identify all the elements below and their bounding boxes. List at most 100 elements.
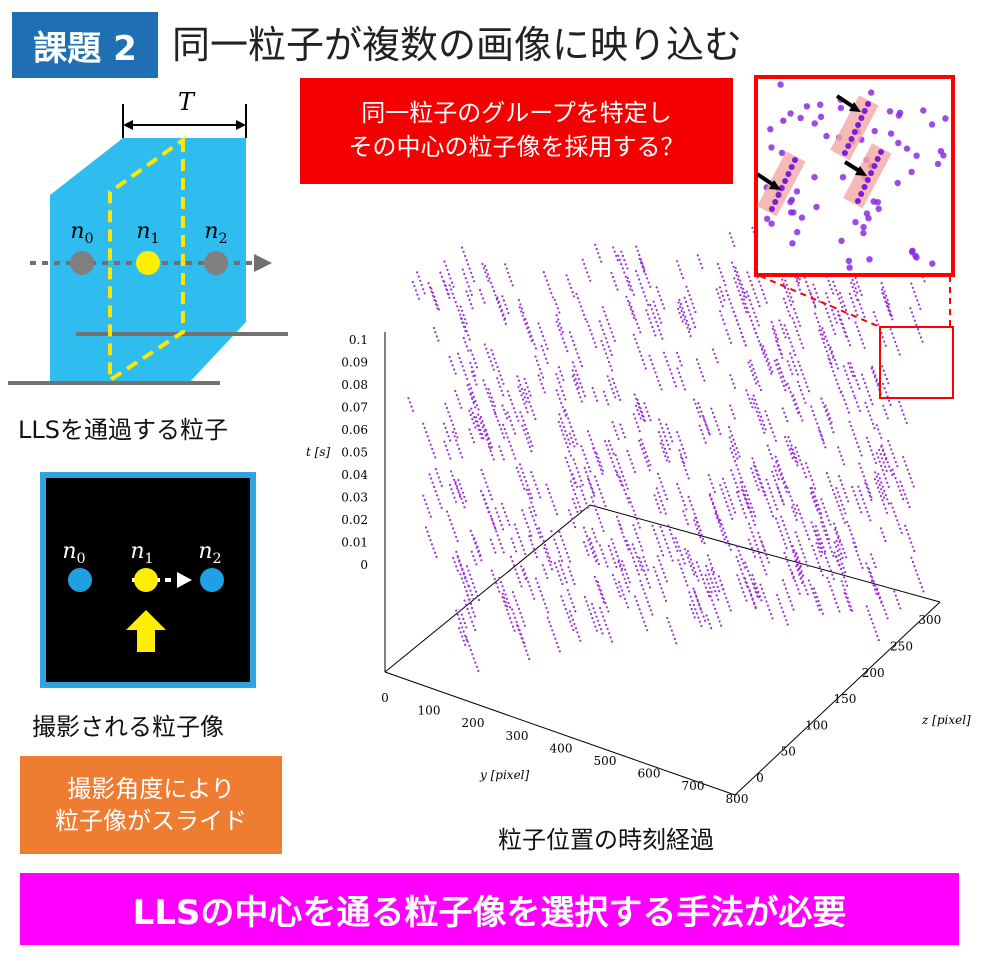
scatter-point <box>751 598 754 601</box>
particle-n0 <box>70 251 94 275</box>
scatter-point <box>919 336 923 339</box>
scatter-point <box>838 297 841 300</box>
scatter-point <box>829 585 832 588</box>
scatter-point <box>839 301 842 304</box>
scatter-point <box>818 550 821 553</box>
scatter-point <box>524 572 527 575</box>
scatter-point <box>884 539 887 543</box>
scatter-point <box>636 274 639 277</box>
scatter-point <box>555 389 558 392</box>
scatter-point <box>466 281 469 284</box>
scatter-point <box>883 452 886 455</box>
t-tick-label: 0.01 <box>341 536 368 550</box>
scatter-point <box>550 568 554 571</box>
scatter-point <box>774 503 777 506</box>
red-callout-line1: 同一粒子のグループを特定し <box>361 99 672 128</box>
scatter-point <box>805 475 808 479</box>
scatter-point <box>874 374 877 377</box>
scatter-point <box>718 620 721 623</box>
scatter-point <box>505 307 508 310</box>
scatter-point <box>717 292 720 295</box>
scatter-point <box>599 468 603 471</box>
scatter-point <box>858 409 861 412</box>
scatter-point <box>611 421 614 424</box>
red-callout-line2: その中心の粒子像を採用する？ <box>348 133 685 161</box>
scatter-point <box>831 573 834 576</box>
scatter-point <box>748 397 751 400</box>
scatter-point <box>517 625 520 628</box>
scatter-point <box>707 431 710 434</box>
scatter-point <box>749 511 752 514</box>
scatter-point <box>574 481 577 484</box>
scatter-point <box>462 250 465 253</box>
scatter-point <box>444 444 447 447</box>
scatter-point <box>502 600 506 603</box>
scatter-point <box>791 506 794 509</box>
scatter-point <box>458 617 461 621</box>
scatter-point <box>821 337 824 340</box>
scatter-point <box>565 581 568 584</box>
scatter-point <box>465 636 468 639</box>
scatter-point <box>459 609 462 612</box>
scatter-point <box>548 287 551 290</box>
scatter-point <box>817 533 821 536</box>
scatter-point <box>788 386 791 389</box>
scatter-point <box>803 556 806 559</box>
inset-point <box>870 198 877 205</box>
scatter-point <box>474 661 477 664</box>
scatter-point <box>745 296 748 299</box>
scatter-point <box>680 272 683 275</box>
scatter-point <box>818 329 821 332</box>
scatter-point <box>736 457 739 460</box>
scatter-point <box>876 587 879 591</box>
scatter-point <box>794 446 797 449</box>
scatter-point <box>811 479 814 482</box>
scatter-point <box>678 311 681 315</box>
scatter-point <box>629 501 632 504</box>
scatter-point <box>819 333 822 336</box>
scatter-point <box>870 618 873 621</box>
t-tick-label: 0.03 <box>341 491 368 505</box>
scatter-point <box>545 357 548 360</box>
scatter-point <box>843 588 846 591</box>
scatter-point <box>898 489 902 492</box>
scatter-point <box>721 305 724 308</box>
scatter-point <box>471 391 474 394</box>
scatter-point <box>712 348 715 351</box>
scatter-point <box>690 504 693 507</box>
scatter-point <box>601 593 604 596</box>
scatter-point <box>508 606 512 609</box>
scatter-point <box>644 624 647 628</box>
scatter-point <box>611 387 614 390</box>
scatter-point <box>528 657 531 661</box>
scatter-point <box>890 502 893 505</box>
scatter-point <box>692 508 695 511</box>
scatter-point <box>759 388 763 392</box>
scatter-point <box>697 616 700 619</box>
scatter-point <box>526 653 529 656</box>
scatter-point <box>712 603 715 606</box>
scatter-point <box>521 569 524 572</box>
scatter-point <box>661 567 664 570</box>
scatter-point <box>593 611 597 614</box>
scatter-point <box>740 586 744 590</box>
scatter-point <box>674 385 678 388</box>
scatter-point <box>517 299 521 302</box>
scatter-point <box>688 560 691 563</box>
inset-group-point <box>878 149 884 155</box>
scatter-point <box>857 445 860 449</box>
scatter-point <box>638 608 641 611</box>
scatter-point <box>640 411 644 414</box>
scatter-point <box>615 550 618 554</box>
scatter-point <box>732 507 735 510</box>
scatter-point <box>664 576 667 579</box>
scatter-point <box>883 340 886 343</box>
scatter-point <box>591 551 595 555</box>
scatter-point <box>692 603 696 607</box>
inset-point <box>903 145 911 152</box>
scatter-point <box>680 364 683 367</box>
scatter-point <box>760 482 763 485</box>
scatter-point <box>683 388 687 391</box>
scatter-point <box>610 369 614 372</box>
scatter-point <box>434 331 437 334</box>
